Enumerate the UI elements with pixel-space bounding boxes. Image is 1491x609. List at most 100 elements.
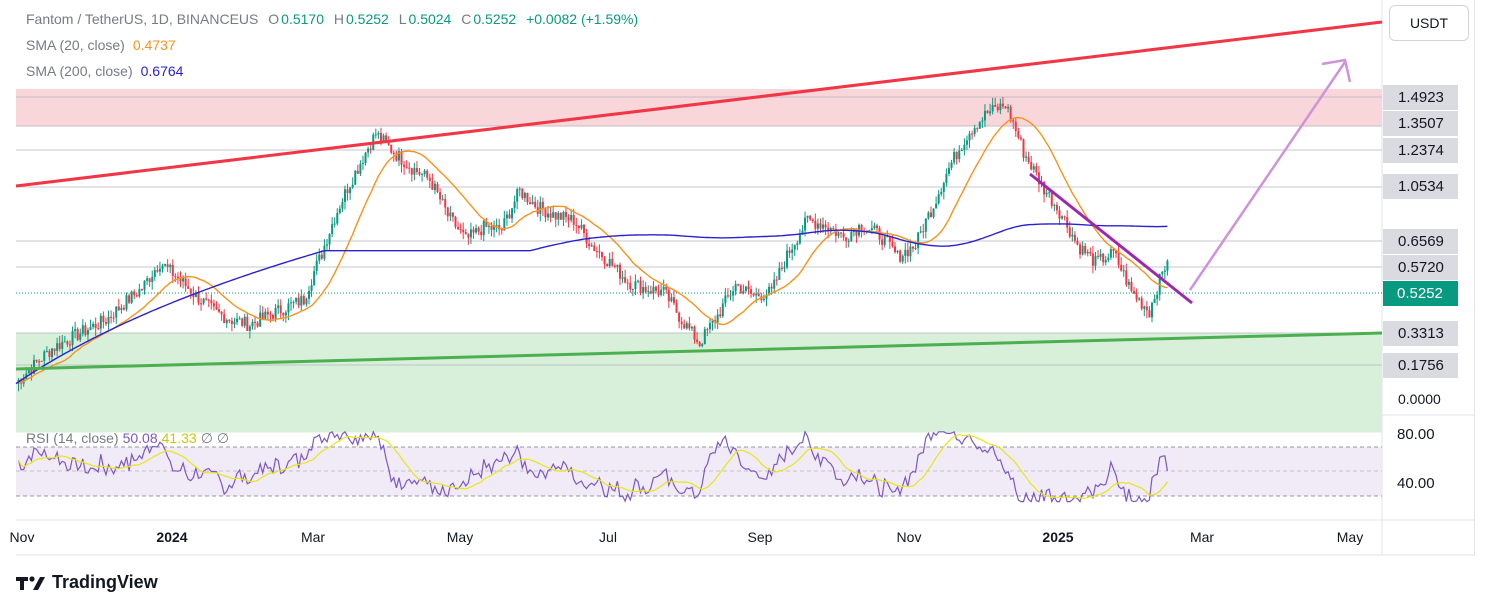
candle-body — [1102, 253, 1105, 263]
candle-body — [1086, 251, 1089, 254]
candle-body — [1012, 120, 1015, 122]
candle-body — [811, 219, 814, 222]
candle-body — [1153, 298, 1156, 303]
candle-body — [642, 286, 645, 294]
candle-body — [331, 224, 334, 234]
candle-body — [459, 229, 462, 231]
candle-body — [891, 241, 894, 247]
sma20-legend[interactable]: SMA (20, close) 0.4737 — [26, 37, 178, 53]
candle-body — [230, 320, 233, 325]
candle-body — [603, 257, 606, 265]
candle-body — [79, 333, 82, 340]
candle-body — [454, 216, 457, 227]
candle-body — [302, 296, 305, 305]
current-price-badge — [1383, 281, 1458, 306]
candle-body — [125, 295, 128, 310]
price-label-box — [1383, 353, 1458, 378]
candle-body — [38, 361, 41, 363]
candle-body — [1089, 251, 1092, 254]
candle-body — [852, 230, 855, 233]
candle-body — [929, 212, 932, 218]
candle-body — [1104, 260, 1107, 263]
rsi-axis-label: 80.00 — [1397, 426, 1435, 443]
candle-body — [647, 291, 650, 293]
candle-body — [493, 225, 496, 230]
candle-body — [107, 316, 110, 324]
candle-body — [102, 315, 105, 322]
candle-body — [804, 217, 807, 231]
candle-body — [261, 312, 264, 319]
candle-body — [63, 341, 66, 343]
price-label-box — [1383, 229, 1458, 254]
candle-body — [130, 291, 133, 303]
tradingview-logo-icon — [16, 575, 45, 590]
candle-body — [583, 224, 586, 234]
candle-body — [539, 201, 542, 214]
time-axis-label: Nov — [10, 529, 35, 545]
candle-body — [1081, 245, 1084, 255]
candle-body — [1120, 264, 1123, 271]
candle-body — [1001, 103, 1004, 107]
candle-body — [272, 314, 275, 319]
candle-body — [834, 229, 837, 236]
rsi-extra-2: ∅ — [216, 430, 230, 446]
rsi-legend[interactable]: RSI (14, close) 50.08 41.33 ∅ ∅ — [26, 430, 229, 447]
candle-body — [708, 322, 711, 330]
candle-body — [588, 243, 591, 247]
candle-body — [282, 313, 285, 316]
candle-body — [757, 293, 760, 297]
currency-button[interactable]: USDT — [1389, 5, 1469, 41]
candle-body — [1125, 270, 1128, 285]
candle-body — [94, 323, 97, 329]
candle-body — [986, 110, 989, 114]
candle-body — [449, 212, 452, 217]
candle-body — [346, 189, 349, 194]
candle-body — [577, 225, 580, 229]
candle-body — [354, 170, 357, 185]
candle-body — [215, 306, 218, 310]
symbol-title: Fantom / TetherUS, 1D, BINANCEUS — [26, 11, 259, 27]
candle-body — [117, 306, 120, 311]
price-axis-label: 1.0534 — [1398, 178, 1444, 195]
candle-body — [845, 237, 848, 242]
candle-body — [336, 213, 339, 224]
candle-body — [457, 226, 460, 230]
candle-body — [395, 154, 398, 161]
candle-body — [696, 339, 699, 342]
tradingview-brand[interactable]: TradingView — [16, 572, 158, 593]
candle-body — [349, 187, 352, 194]
candle-body — [732, 291, 735, 296]
candle-body — [598, 251, 601, 253]
sma200-legend[interactable]: SMA (200, close) 0.6764 — [26, 63, 185, 79]
candle-body — [778, 267, 781, 280]
candle-body — [254, 321, 257, 323]
candle-body — [1130, 281, 1133, 292]
candle-body — [729, 295, 732, 297]
candle-body — [397, 151, 400, 161]
candle-body — [680, 321, 683, 325]
candle-body — [110, 316, 113, 318]
candle-body — [356, 170, 359, 174]
candle-body — [994, 104, 997, 107]
candle-body — [171, 264, 174, 276]
candle-body — [176, 276, 179, 279]
candle-body — [523, 192, 526, 199]
candle-body — [279, 305, 282, 314]
open-value: 0.5170 — [281, 11, 324, 27]
price-label-box — [1383, 321, 1458, 346]
candle-body — [220, 311, 223, 315]
candle-body — [616, 264, 619, 267]
candle-body — [1135, 293, 1138, 300]
price-axis-label: 1.2374 — [1398, 142, 1444, 159]
candle-body — [1007, 106, 1010, 109]
candle-body — [719, 314, 722, 317]
candle-body — [305, 298, 308, 305]
candle-body — [120, 307, 123, 311]
candle-body — [701, 344, 704, 346]
candle-body — [472, 229, 475, 233]
price-label-box — [1383, 85, 1458, 110]
candle-body — [996, 106, 999, 111]
candle-body — [86, 330, 89, 335]
candle-body — [1140, 298, 1143, 309]
